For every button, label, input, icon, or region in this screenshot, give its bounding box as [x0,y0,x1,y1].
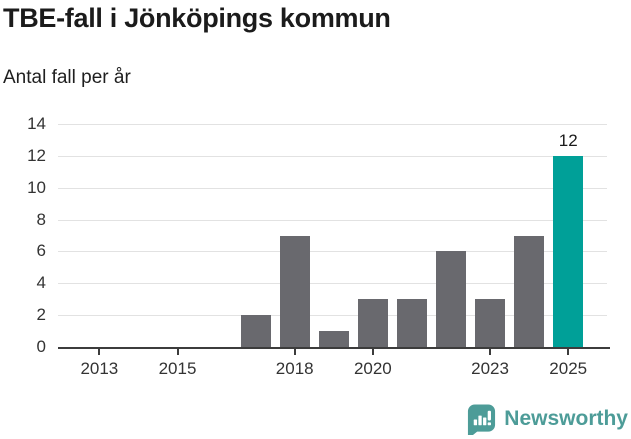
bar-2017 [240,315,271,347]
y-axis-label-0: 0 [36,337,46,356]
x-tick-2018 [293,349,296,355]
x-axis-label-2015: 2015 [158,359,197,378]
y-axis-label-4: 4 [36,273,46,293]
brand-name: Newsworthy [504,407,628,430]
x-axis-label-2020: 2020 [353,359,392,378]
y-axis-label-14: 14 [27,114,46,133]
bar-2020 [357,299,388,347]
x-tick-2015 [176,349,179,355]
x-tick-2020 [371,349,374,355]
y-axis-label-2: 2 [36,305,46,325]
y-axis-label-10: 10 [27,177,46,197]
chart-title: TBE-fall i Jönköpings kommun [3,3,391,33]
newsworthy-logo-icon [468,404,496,435]
bar-value-label-2025: 12 [558,130,578,150]
bar-2019 [318,331,349,347]
bar-2018 [279,235,310,347]
gridline-y-8 [58,219,607,221]
gridline-y-4 [58,283,607,285]
x-tick-2023 [489,349,492,355]
gridline-y-6 [58,251,607,253]
x-tick-2013 [98,349,101,355]
bar-2023 [475,299,506,347]
y-axis-label-8: 8 [36,209,46,229]
chart-subtitle: Antal fall per år [3,67,131,88]
y-axis-label-6: 6 [36,241,46,261]
gridline-y-12 [58,155,607,157]
gridline-y-2 [58,315,607,317]
x-axis-label-2018: 2018 [275,359,314,378]
x-tick-2025 [567,349,570,355]
bar-2024 [514,235,545,347]
bar-2021 [396,299,427,347]
y-axis-label-12: 12 [27,145,46,165]
gridline-y-10 [58,187,607,189]
x-axis-label-2025: 2025 [549,359,588,378]
x-axis-label-2013: 2013 [80,359,119,378]
x-axis-line [58,347,610,349]
x-axis-label-2023: 2023 [471,359,509,378]
bar-2025 [553,155,584,347]
brand-footer: Newsworthy [466,403,628,435]
bar-2022 [436,251,466,347]
gridline-y-14 [58,124,607,125]
